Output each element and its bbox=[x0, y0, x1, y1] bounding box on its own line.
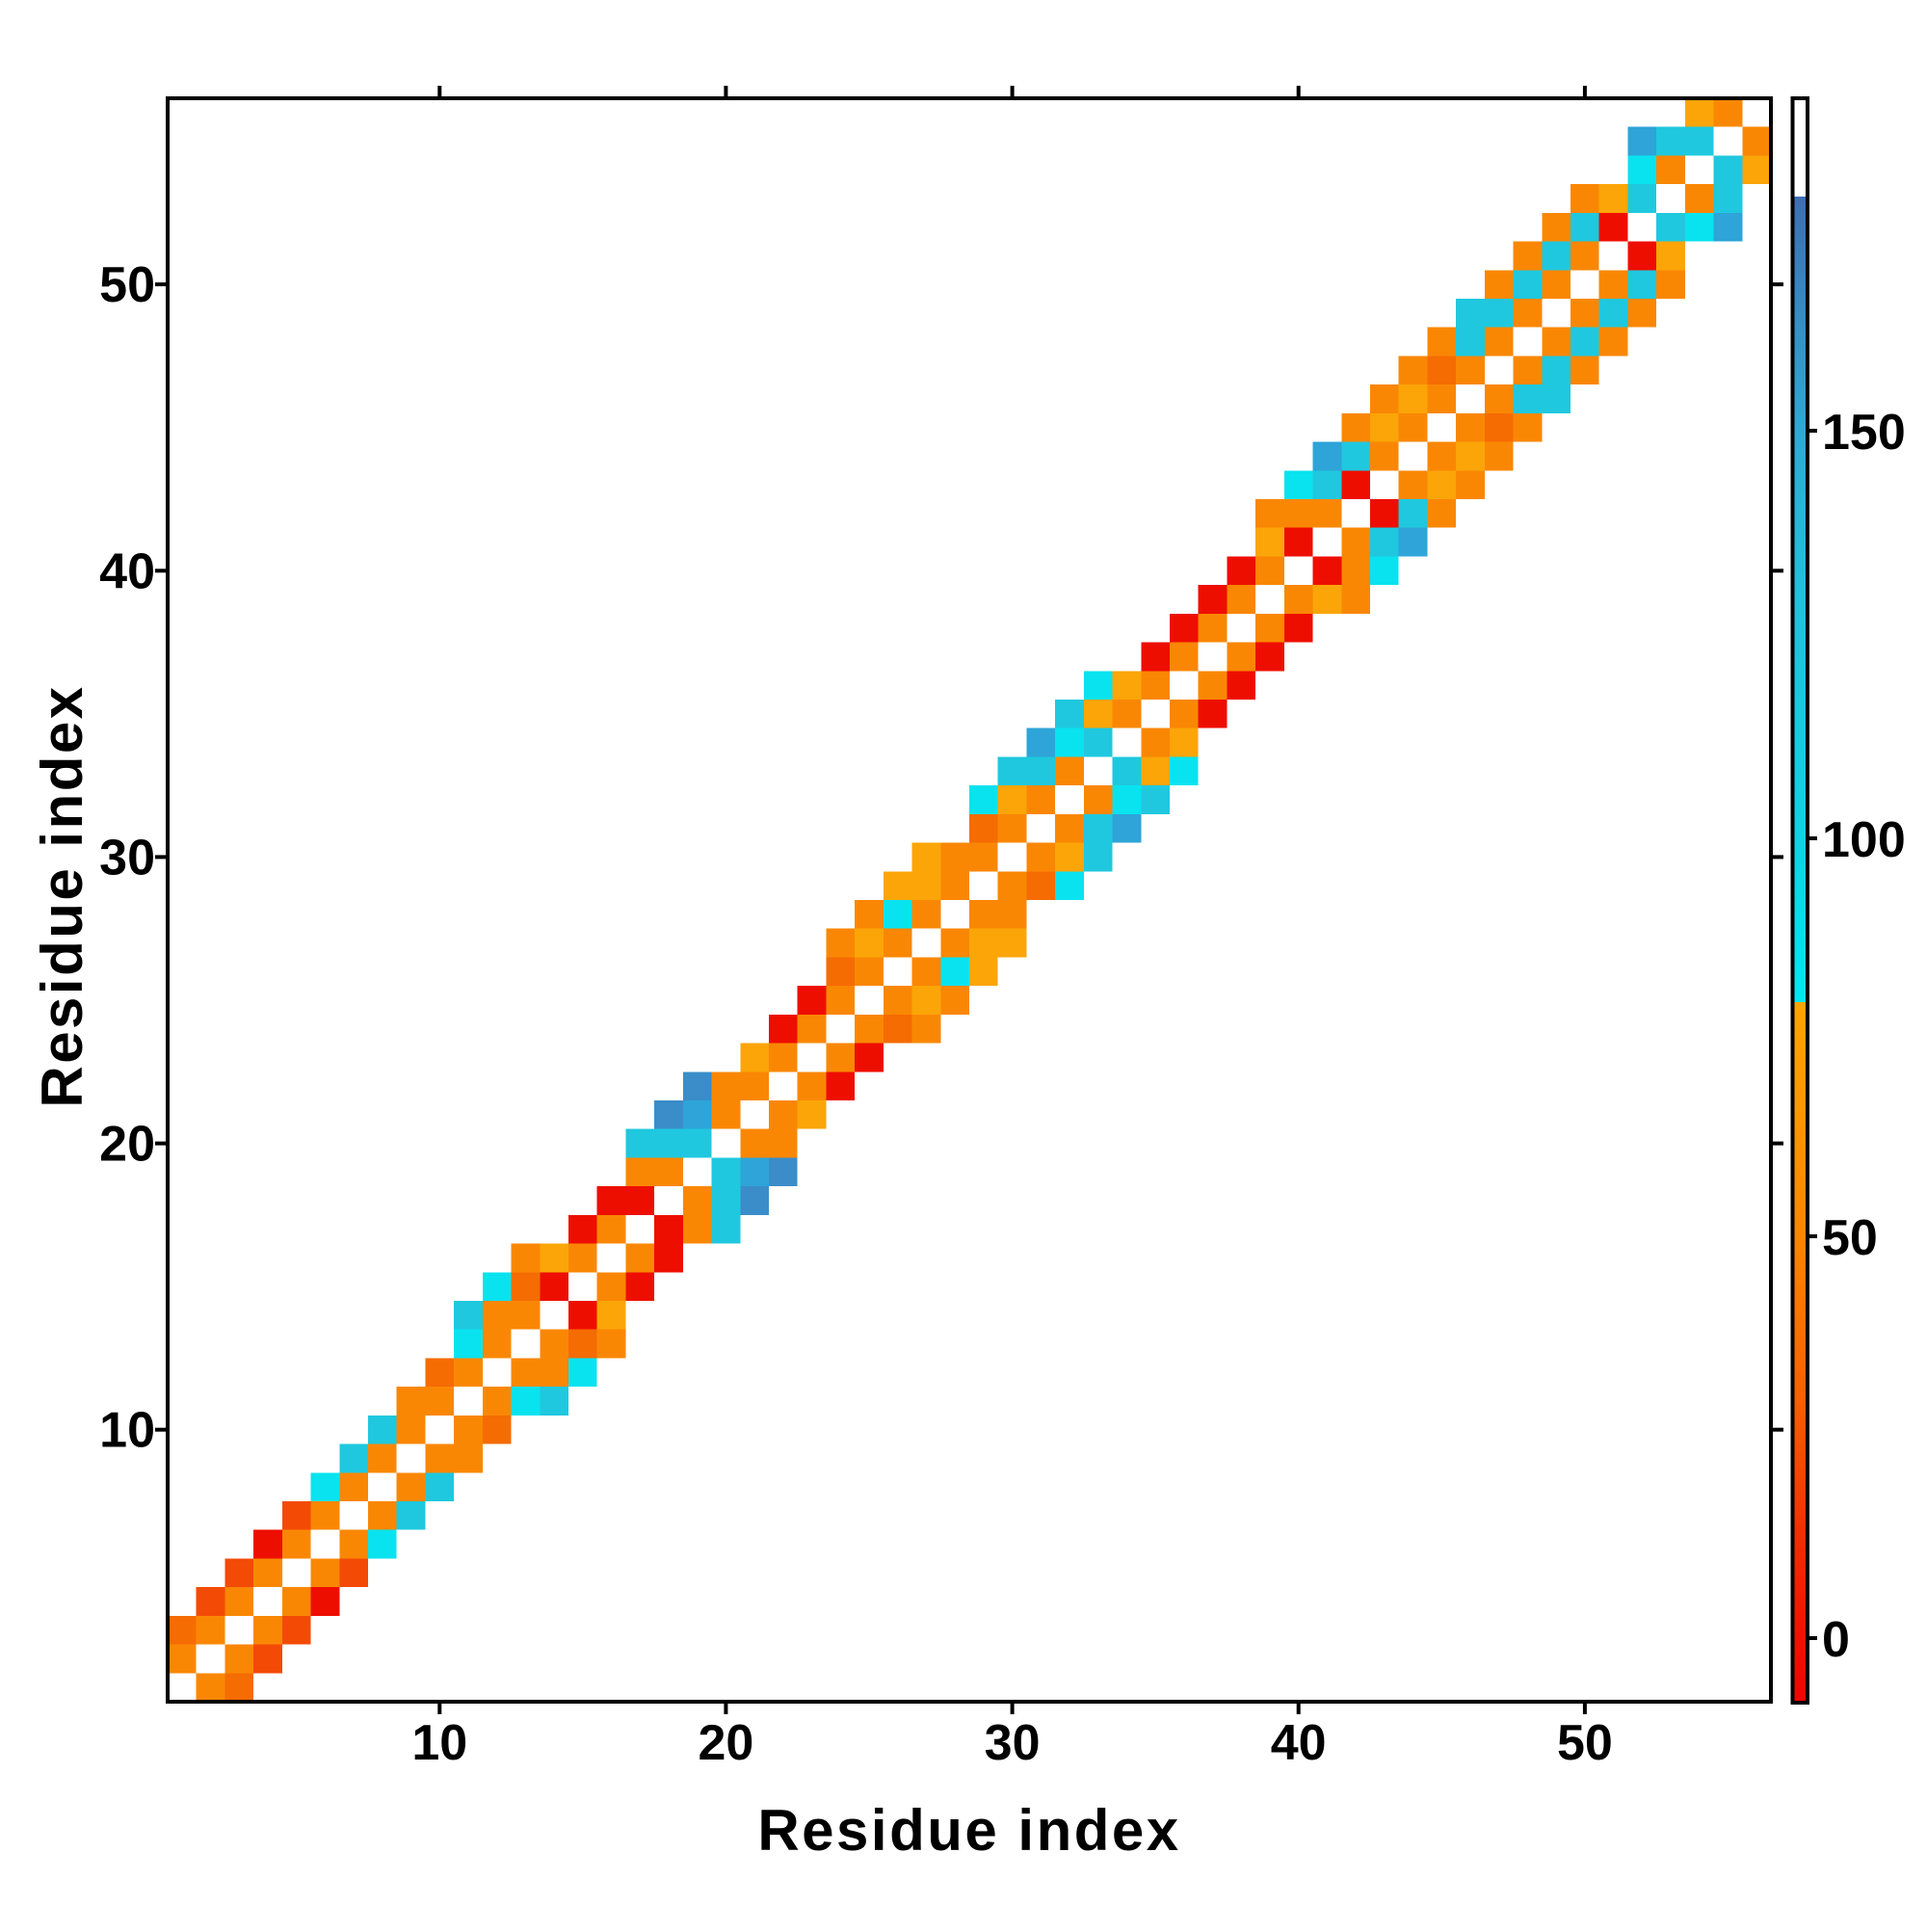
svg-text:50: 50 bbox=[1822, 1210, 1878, 1266]
svg-text:Residue index: Residue index bbox=[30, 684, 94, 1107]
svg-text:40: 40 bbox=[99, 543, 155, 599]
svg-text:40: 40 bbox=[1271, 1715, 1327, 1771]
svg-text:10: 10 bbox=[99, 1403, 155, 1459]
svg-text:30: 30 bbox=[99, 830, 155, 886]
svg-text:10: 10 bbox=[411, 1715, 467, 1771]
svg-text:30: 30 bbox=[985, 1715, 1041, 1771]
svg-text:Residue index: Residue index bbox=[757, 1798, 1180, 1863]
svg-text:150: 150 bbox=[1822, 405, 1906, 461]
svg-text:50: 50 bbox=[1557, 1715, 1613, 1771]
svg-text:20: 20 bbox=[698, 1715, 753, 1771]
svg-text:100: 100 bbox=[1822, 812, 1906, 868]
svg-text:50: 50 bbox=[99, 257, 155, 313]
svg-text:0: 0 bbox=[1822, 1612, 1850, 1668]
svg-text:20: 20 bbox=[99, 1117, 155, 1173]
